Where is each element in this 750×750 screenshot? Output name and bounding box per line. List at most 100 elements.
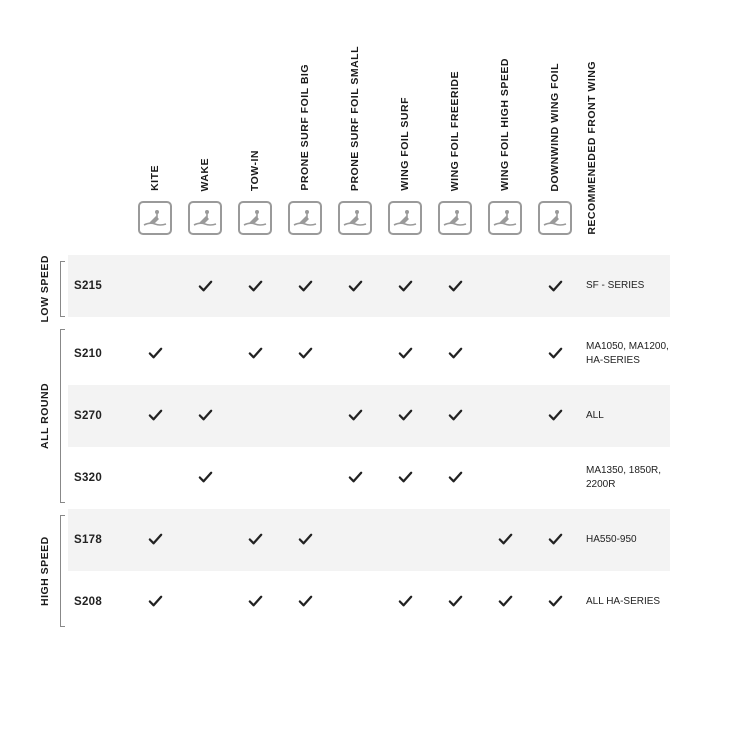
cell-downwind <box>530 447 580 509</box>
rec-cell: MA1350, 1850R, 2200R <box>580 447 670 509</box>
rec-cell: MA1050, MA1200, HA-SERIES <box>580 323 670 385</box>
wing-surf-icon <box>388 201 422 235</box>
cell-wake <box>180 509 230 571</box>
col-header-prone-big: PRONE SURF FOIL BIG <box>280 40 330 245</box>
col-label: KITE <box>149 165 161 191</box>
cell-downwind <box>530 323 580 385</box>
cell-wing-freeride <box>430 323 480 385</box>
cell-wing-freeride <box>430 571 480 633</box>
cell-kite <box>130 447 180 509</box>
cell-wing-high <box>480 385 530 447</box>
group-label-low: LOW SPEED <box>30 255 60 323</box>
col-label: WING FOIL FREERIDE <box>449 71 461 191</box>
group-label-all: ALL ROUND <box>30 323 60 509</box>
cell-downwind <box>530 571 580 633</box>
model-cell: S270 <box>68 385 130 447</box>
bracket-all <box>60 329 65 503</box>
wake-icon <box>188 201 222 235</box>
col-header-wake: WAKE <box>180 40 230 245</box>
cell-kite <box>130 385 180 447</box>
cell-prone-big <box>280 447 330 509</box>
model-cell: S215 <box>68 255 130 317</box>
cell-towin <box>230 255 280 317</box>
towin-icon <box>238 201 272 235</box>
cell-wing-high <box>480 447 530 509</box>
cell-towin <box>230 323 280 385</box>
cell-prone-small <box>330 323 380 385</box>
model-cell: S208 <box>68 571 130 633</box>
cell-towin <box>230 385 280 447</box>
rec-cell: ALL <box>580 385 670 447</box>
cell-wing-freeride <box>430 255 480 317</box>
cell-wing-freeride <box>430 509 480 571</box>
cell-wing-surf <box>380 323 430 385</box>
cell-wing-high <box>480 509 530 571</box>
col-header-wing-surf: WING FOIL SURF <box>380 40 430 245</box>
col-label: TOW-IN <box>249 150 261 191</box>
downwind-icon <box>538 201 572 235</box>
rec-cell: HA550-950 <box>580 509 670 571</box>
col-header-downwind: DOWNWIND WING FOIL <box>530 40 580 245</box>
cell-wing-surf <box>380 255 430 317</box>
col-label: WING FOIL HIGH SPEED <box>499 58 511 191</box>
col-header-towin: TOW-IN <box>230 40 280 245</box>
kite-icon <box>138 201 172 235</box>
cell-wing-surf <box>380 509 430 571</box>
col-label: WING FOIL SURF <box>399 97 411 191</box>
col-header-prone-small: PRONE SURF FOIL SMALL <box>330 40 380 245</box>
wing-high-icon <box>488 201 522 235</box>
cell-prone-small <box>330 255 380 317</box>
cell-wing-high <box>480 255 530 317</box>
cell-wake <box>180 571 230 633</box>
cell-kite <box>130 323 180 385</box>
header-blank <box>30 40 60 245</box>
col-label: PRONE SURF FOIL BIG <box>299 64 311 191</box>
cell-kite <box>130 571 180 633</box>
cell-prone-small <box>330 447 380 509</box>
spacer <box>30 245 670 255</box>
cell-wing-surf <box>380 447 430 509</box>
cell-wing-high <box>480 323 530 385</box>
cell-wake <box>180 447 230 509</box>
col-label: DOWNWIND WING FOIL <box>549 63 561 192</box>
cell-wing-high <box>480 571 530 633</box>
cell-prone-small <box>330 385 380 447</box>
cell-prone-big <box>280 385 330 447</box>
header-blank <box>60 40 68 245</box>
rec-cell: ALL HA-SERIES <box>580 571 670 633</box>
col-label: PRONE SURF FOIL SMALL <box>349 46 361 191</box>
cell-wing-freeride <box>430 385 480 447</box>
bracket-high <box>60 515 65 627</box>
col-header-kite: KITE <box>130 40 180 245</box>
cell-prone-big <box>280 509 330 571</box>
col-label: RECOMMENEDED FRONT WING <box>586 57 598 235</box>
model-cell: S320 <box>68 447 130 509</box>
cell-prone-big <box>280 323 330 385</box>
model-cell: S178 <box>68 509 130 571</box>
cell-prone-small <box>330 571 380 633</box>
cell-downwind <box>530 255 580 317</box>
cell-towin <box>230 571 280 633</box>
cell-towin <box>230 509 280 571</box>
compatibility-table: KITE WAKE TOW-IN PRONE SURF FOIL BIG PRO… <box>30 40 710 633</box>
col-header-wing-high: WING FOIL HIGH SPEED <box>480 40 530 245</box>
cell-towin <box>230 447 280 509</box>
cell-wake <box>180 255 230 317</box>
cell-kite <box>130 255 180 317</box>
model-cell: S210 <box>68 323 130 385</box>
header-blank <box>68 40 130 245</box>
bracket-low <box>60 261 65 317</box>
cell-prone-big <box>280 571 330 633</box>
cell-wing-surf <box>380 571 430 633</box>
wing-freeride-icon <box>438 201 472 235</box>
col-header-recommended: RECOMMENEDED FRONT WING <box>580 40 670 245</box>
col-header-wing-freeride: WING FOIL FREERIDE <box>430 40 480 245</box>
group-label-high: HIGH SPEED <box>30 509 60 633</box>
cell-wake <box>180 323 230 385</box>
cell-downwind <box>530 509 580 571</box>
cell-wing-freeride <box>430 447 480 509</box>
col-label: WAKE <box>199 158 211 192</box>
cell-kite <box>130 509 180 571</box>
prone-big-icon <box>288 201 322 235</box>
cell-wake <box>180 385 230 447</box>
